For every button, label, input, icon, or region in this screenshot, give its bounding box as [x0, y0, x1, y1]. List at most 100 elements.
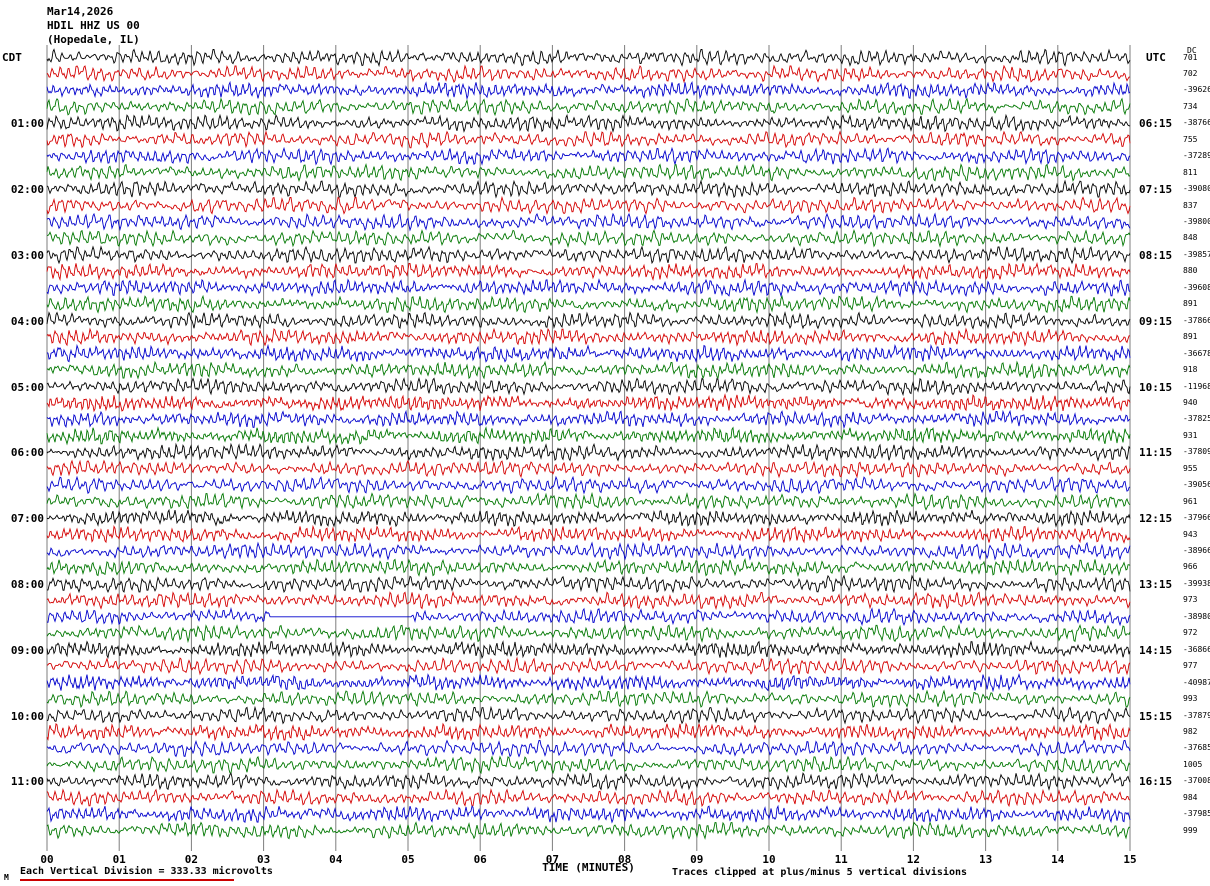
trace-row	[46, 64, 1131, 84]
dc-offset-value: -36678	[1183, 348, 1210, 358]
dc-offset-value: -37879	[1183, 710, 1210, 720]
x-tick-label: 06	[473, 853, 487, 866]
trace-row	[46, 804, 1131, 824]
trace-row	[46, 163, 1131, 183]
trace-row	[46, 639, 1131, 660]
dc-offset-value: -38966	[1183, 546, 1210, 555]
trace-row	[46, 97, 1131, 117]
trace-row	[46, 689, 1131, 709]
x-tick-label: 10	[762, 853, 776, 866]
trace-row	[46, 722, 1131, 742]
trace-row	[46, 755, 1131, 775]
right-axis-header: UTC	[1146, 51, 1166, 64]
left-time-label: 09:00	[10, 643, 44, 657]
trace-row	[46, 623, 1131, 644]
trace-row	[46, 673, 1131, 693]
dc-offset-value: 984	[1183, 792, 1198, 802]
right-time-label: 14:15	[1139, 643, 1173, 657]
left-axis-header: CDT	[2, 51, 22, 64]
trace-row	[46, 48, 1131, 68]
dc-offset-value: -39608	[1183, 282, 1210, 292]
trace-row	[46, 739, 1131, 758]
trace-row	[46, 409, 1131, 430]
trace-row	[46, 475, 1131, 495]
x-tick-label: 09	[690, 853, 704, 866]
x-tick-label: 00	[40, 853, 54, 866]
trace-row	[46, 376, 1131, 397]
left-time-label: 11:00	[10, 775, 44, 789]
trace-row	[46, 245, 1131, 265]
dc-offset-value: 880	[1183, 266, 1198, 276]
dc-offset-value: -37966	[1183, 513, 1210, 523]
left-time-label: 06:00	[10, 446, 44, 460]
dc-offset-value: 734	[1183, 101, 1198, 111]
dc-offset-value: -11968	[1183, 381, 1210, 391]
trace-row	[46, 557, 1131, 578]
trace-row	[46, 508, 1131, 528]
right-time-label: 08:15	[1139, 248, 1173, 262]
trace-row	[46, 262, 1131, 282]
trace-row	[46, 788, 1131, 808]
dc-offset-value: -38980	[1183, 611, 1210, 621]
trace-row	[46, 179, 1131, 199]
dc-offset-value: 891	[1183, 299, 1198, 309]
x-axis-title: TIME (MINUTES)	[542, 861, 635, 874]
trace-row	[46, 130, 1131, 149]
trace-row	[46, 195, 1131, 216]
dc-offset-value: -39626	[1183, 85, 1210, 95]
x-tick-label: 05	[401, 853, 415, 866]
dc-offset-value: -37809	[1183, 447, 1210, 457]
dc-offset-value: 837	[1183, 200, 1198, 210]
dc-offset-value: 918	[1183, 365, 1198, 375]
trace-row	[46, 656, 1131, 676]
right-time-label: 07:15	[1139, 183, 1173, 197]
x-tick-label: 13	[978, 853, 993, 866]
left-time-label: 05:00	[10, 380, 44, 394]
right-time-label: 06:15	[1139, 117, 1173, 131]
dc-offset-value: -37685	[1183, 743, 1210, 753]
scale-note: Each Vertical Division = 333.33 microvol…	[20, 866, 273, 877]
left-time-label: 07:00	[10, 512, 44, 526]
right-time-label: 15:15	[1139, 709, 1173, 723]
dc-offset-value: 972	[1183, 628, 1198, 638]
dc-offset-value: 966	[1183, 562, 1198, 572]
x-tick-label: 02	[184, 853, 199, 866]
trace-row	[46, 574, 1131, 594]
corner-mark: M	[4, 873, 9, 882]
dc-offset-value: 701	[1183, 52, 1198, 62]
dc-offset-value: 755	[1183, 134, 1198, 144]
x-tick-label: 07	[545, 853, 560, 866]
dc-offset-value: 943	[1183, 529, 1198, 539]
right-time-label: 12:15	[1139, 512, 1173, 526]
dc-offset-value: 977	[1183, 661, 1198, 671]
trace-row	[46, 459, 1131, 479]
dc-offset-value: 955	[1183, 463, 1198, 473]
dc-offset-value: -39938	[1183, 578, 1210, 588]
trace-row	[46, 212, 1131, 232]
right-time-label: 10:15	[1139, 380, 1173, 394]
scale-underline	[20, 879, 234, 881]
trace-row	[46, 146, 1131, 166]
left-time-label: 10:00	[10, 709, 44, 723]
left-time-label: 02:00	[10, 183, 44, 197]
dc-offset-value: -37825	[1183, 414, 1210, 424]
dc-offset-value: 999	[1183, 825, 1198, 835]
trace-row	[46, 113, 1131, 133]
x-tick-label: 14	[1051, 853, 1065, 866]
right-time-label: 11:15	[1139, 446, 1173, 460]
right-time-label: 16:15	[1139, 775, 1173, 789]
trace-row	[46, 426, 1131, 446]
trace-row	[46, 360, 1131, 380]
trace-row	[46, 772, 1131, 791]
title-location: (Hopedale, IL)	[47, 33, 140, 46]
trace-row	[46, 278, 1131, 298]
left-time-label: 03:00	[10, 248, 44, 262]
dc-offset-value: -39800	[1183, 217, 1210, 226]
dc-offset-value: -37866	[1183, 315, 1210, 325]
x-tick-label: 15	[1123, 853, 1137, 866]
dc-offset-value: -36866	[1183, 644, 1210, 654]
trace-row	[46, 311, 1131, 330]
trace-row	[46, 607, 1131, 627]
